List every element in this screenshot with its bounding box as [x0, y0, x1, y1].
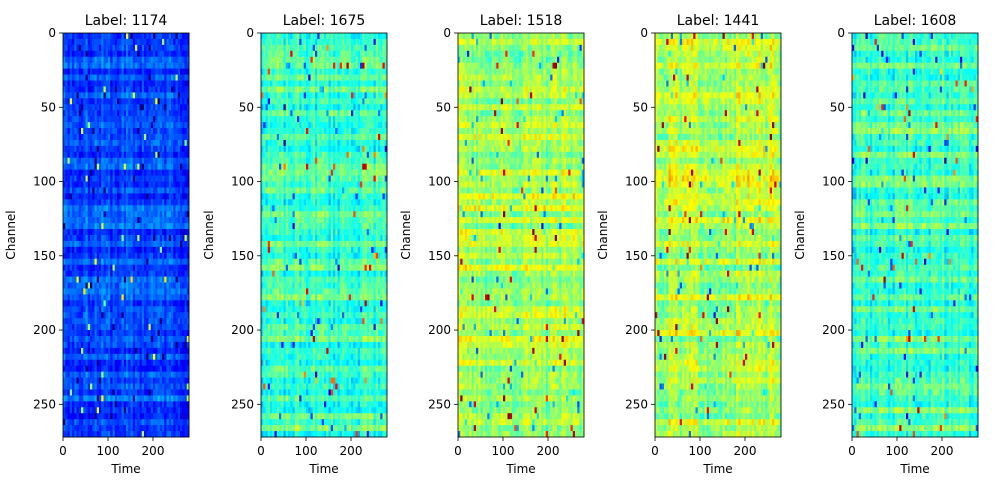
- y-axis-label: Channel: [202, 210, 216, 259]
- axes-frame: [851, 32, 979, 438]
- panel-1: Label: 1174 0 100 200 0 50 100 150 200 250 Time Cha…: [4, 13, 190, 476]
- y-tick-label: 50: [41, 100, 56, 114]
- y-tick-label: 200: [33, 323, 56, 337]
- axes-frame: [62, 32, 190, 438]
- y-axis-label: Channel: [399, 210, 413, 259]
- heatmap-image: [458, 33, 585, 438]
- heatmap-image: [852, 33, 979, 438]
- y-tick-label: 50: [633, 100, 648, 114]
- y-tick-label: 100: [428, 175, 451, 189]
- x-tick-label: 200: [734, 444, 757, 458]
- chart-title: Label: 1441: [677, 13, 760, 29]
- axes-frame: [260, 32, 388, 438]
- y-tick-label: 0: [837, 26, 845, 40]
- x-tick-label: 0: [848, 444, 856, 458]
- y-tick-label: 150: [625, 249, 648, 263]
- y-tick-label: 100: [231, 175, 254, 189]
- x-tick-label: 200: [142, 444, 165, 458]
- chart-title: Label: 1608: [874, 13, 957, 29]
- y-axis-label: Channel: [596, 210, 610, 259]
- x-tick-label: 100: [97, 444, 120, 458]
- y-tick-label: 50: [830, 100, 845, 114]
- x-tick-label: 0: [454, 444, 462, 458]
- y-tick-label: 200: [625, 323, 648, 337]
- y-tick-label: 200: [231, 323, 254, 337]
- y-tick-label: 250: [231, 397, 254, 411]
- chart-title: Label: 1518: [480, 13, 563, 29]
- y-tick-label: 150: [231, 249, 254, 263]
- x-axis-label: Time: [110, 462, 140, 476]
- y-tick-label: 0: [443, 26, 451, 40]
- y-tick-label: 100: [33, 175, 56, 189]
- heatmap-image: [655, 33, 782, 438]
- y-tick-label: 250: [33, 397, 56, 411]
- panel-4: Label: 1441 0 100 200 0 50 100 150 200 250 Time Cha…: [596, 13, 782, 476]
- x-tick-label: 100: [886, 444, 909, 458]
- y-tick-label: 100: [625, 175, 648, 189]
- x-tick-label: 200: [931, 444, 954, 458]
- y-axis-label: Channel: [4, 210, 18, 259]
- panel-5: Label: 1608 0 100 200 0 50 100 150 200 250 Time Cha…: [793, 13, 979, 476]
- y-tick-label: 250: [822, 397, 845, 411]
- y-tick-label: 0: [640, 26, 648, 40]
- y-tick-label: 250: [625, 397, 648, 411]
- panel-2: Label: 1675 0 100 200 0 50 100 150 200 250 Time Cha…: [202, 13, 388, 476]
- chart-title: Label: 1675: [283, 13, 366, 29]
- axes-frame: [654, 32, 782, 438]
- heatmap-image: [261, 33, 388, 438]
- x-axis-label: Time: [899, 462, 929, 476]
- panel-3: Label: 1518 0 100 200 0 50 100 150 200 250 Time Cha…: [399, 13, 585, 476]
- y-tick-label: 200: [428, 323, 451, 337]
- y-tick-label: 0: [48, 26, 56, 40]
- y-axis-label: Channel: [793, 210, 807, 259]
- y-tick-label: 150: [33, 249, 56, 263]
- axes-frame: [457, 32, 585, 438]
- x-axis-label: Time: [308, 462, 338, 476]
- x-tick-label: 100: [295, 444, 318, 458]
- y-tick-label: 100: [822, 175, 845, 189]
- x-tick-label: 200: [340, 444, 363, 458]
- x-tick-label: 0: [257, 444, 265, 458]
- x-tick-label: 200: [537, 444, 560, 458]
- x-axis-label: Time: [702, 462, 732, 476]
- y-tick-label: 150: [822, 249, 845, 263]
- y-tick-label: 50: [436, 100, 451, 114]
- x-axis-label: Time: [505, 462, 535, 476]
- heatmap-image: [63, 33, 190, 438]
- y-tick-label: 200: [822, 323, 845, 337]
- y-tick-label: 50: [239, 100, 254, 114]
- x-tick-label: 0: [59, 444, 67, 458]
- x-tick-label: 100: [492, 444, 515, 458]
- chart-title: Label: 1174: [85, 13, 168, 29]
- y-tick-label: 150: [428, 249, 451, 263]
- x-tick-label: 100: [689, 444, 712, 458]
- x-tick-label: 0: [651, 444, 659, 458]
- y-tick-label: 250: [428, 397, 451, 411]
- y-tick-label: 0: [246, 26, 254, 40]
